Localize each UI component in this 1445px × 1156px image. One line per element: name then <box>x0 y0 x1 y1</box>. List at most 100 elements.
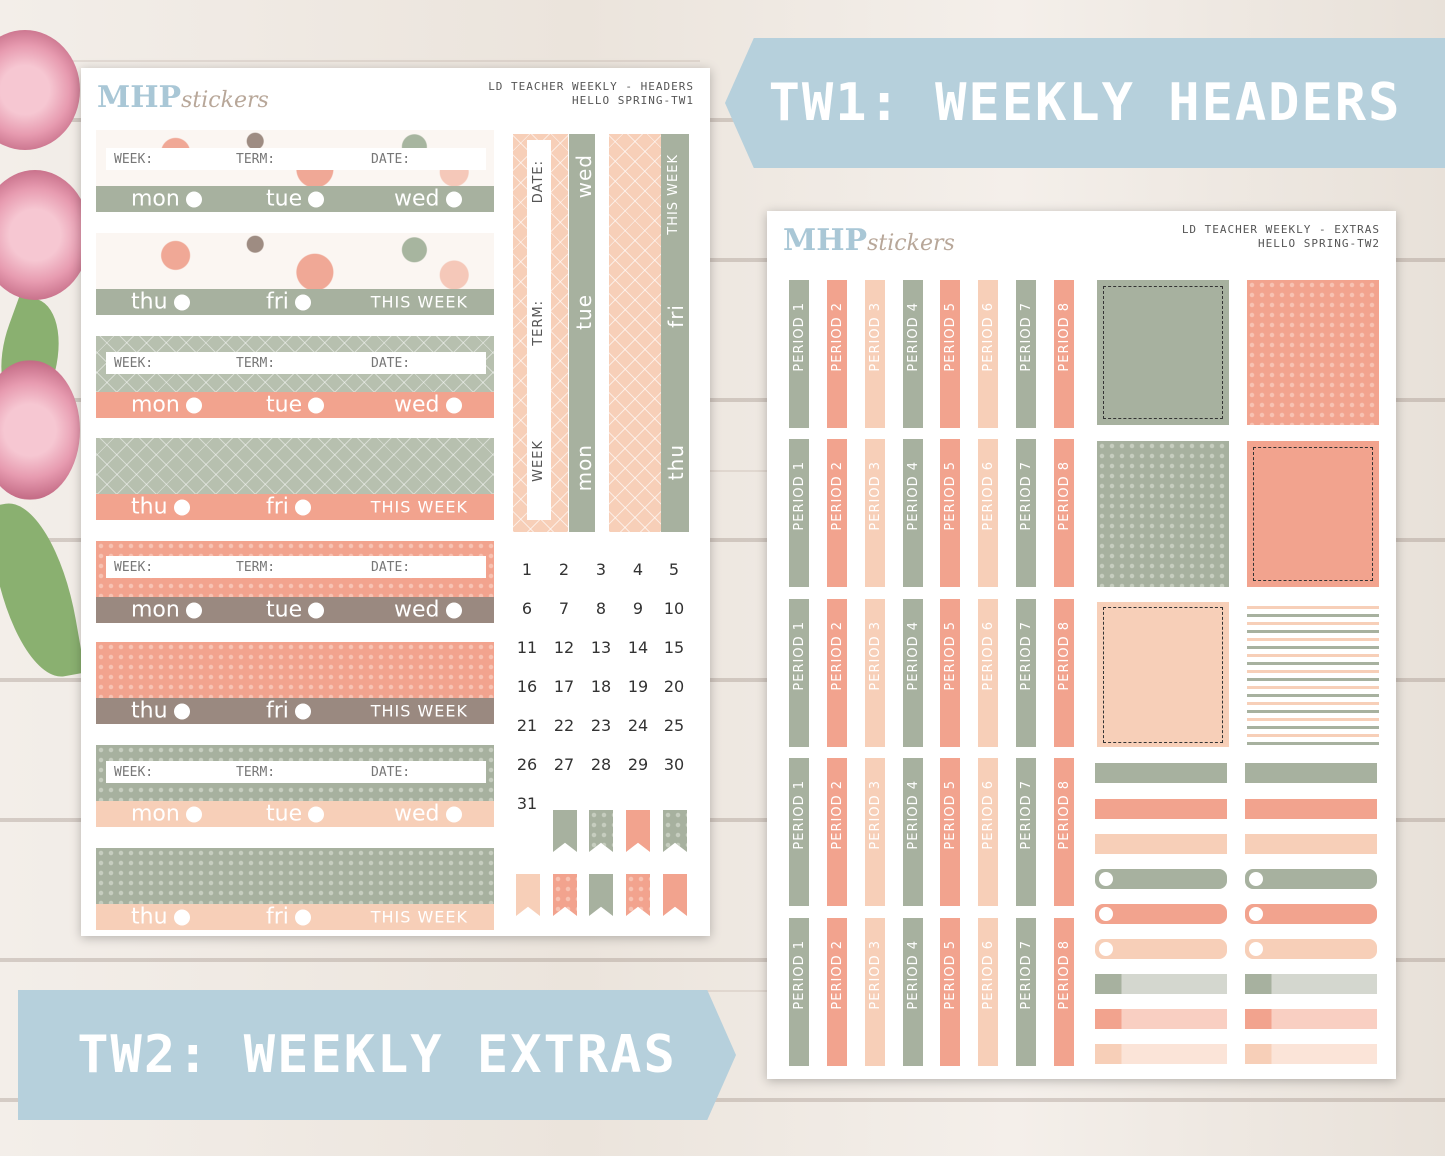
period-sticker: PERIOD 1 <box>789 758 809 906</box>
sheet-title-line1: LD TEACHER WEEKLY - HEADERS <box>488 80 694 93</box>
calendar-date: 15 <box>663 638 685 657</box>
vertical-day-bar: THIS WEEK fri thu <box>661 134 689 532</box>
sticker-sheet-extras: MHPstickers LD TEACHER WEEKLY - EXTRAS H… <box>767 211 1396 1079</box>
calendar-date: 14 <box>627 638 649 657</box>
period-label: PERIOD 3 <box>868 302 883 372</box>
period-label: PERIOD 5 <box>943 302 958 372</box>
this-week-label: THIS WEEK <box>370 907 468 927</box>
checkbox-bar-sticker <box>1245 904 1377 924</box>
flag-sticker <box>663 810 687 852</box>
calendar-date: 9 <box>632 599 644 618</box>
flag-sticker <box>626 874 650 916</box>
period-sticker: PERIOD 1 <box>789 918 809 1066</box>
day-bar: thu fri THIS WEEK <box>96 289 494 315</box>
vertical-term-label: TERM: <box>531 300 546 346</box>
checkbox-bar-sticker <box>1245 939 1377 959</box>
bar-sticker <box>1095 834 1227 854</box>
period-label: PERIOD 8 <box>1057 940 1072 1010</box>
period-label: PERIOD 6 <box>981 780 996 850</box>
calendar-date: 18 <box>590 677 612 696</box>
period-label: PERIOD 2 <box>830 461 845 531</box>
period-sticker: PERIOD 6 <box>978 758 998 906</box>
calendar-date: 12 <box>553 638 575 657</box>
sheet-title-line2: HELLO SPRING-TW2 <box>1258 237 1380 250</box>
period-sticker: PERIOD 5 <box>940 758 960 906</box>
calendar-date: 11 <box>516 638 538 657</box>
calendar-date: 30 <box>663 755 685 774</box>
calendar-date: 17 <box>553 677 575 696</box>
period-sticker: PERIOD 2 <box>827 280 847 428</box>
period-label: PERIOD 4 <box>906 461 921 531</box>
day-bar: thu fri THIS WEEK <box>96 698 494 724</box>
day-bar: mon tue wed <box>96 801 494 827</box>
flag-sticker <box>589 874 613 916</box>
sheet-title-line1: LD TEACHER WEEKLY - EXTRAS <box>1181 223 1380 236</box>
week-label: WEEK: <box>114 764 154 780</box>
bar-sticker <box>1245 763 1377 783</box>
period-label: PERIOD 1 <box>792 780 807 850</box>
day-wed: wed <box>394 186 440 212</box>
period-sticker: PERIOD 2 <box>827 439 847 587</box>
this-week-label: THIS WEEK <box>370 292 468 312</box>
period-label: PERIOD 5 <box>943 780 958 850</box>
bar-sticker <box>1095 799 1227 819</box>
period-label: PERIOD 2 <box>830 780 845 850</box>
day-wed: wed <box>394 801 440 827</box>
calendar-date: 25 <box>663 716 685 735</box>
week-term-date-field: WEEK: TERM: DATE: <box>106 148 486 170</box>
calendar-date: 10 <box>663 599 685 618</box>
dashed-border <box>1103 286 1223 419</box>
brand-logo: MHPstickers <box>783 223 955 258</box>
day-tue: tue <box>266 801 303 827</box>
period-label: PERIOD 1 <box>792 940 807 1010</box>
wood-grain <box>0 60 700 62</box>
calendar-date: 28 <box>590 755 612 774</box>
period-label: PERIOD 6 <box>981 461 996 531</box>
period-label: PERIOD 6 <box>981 302 996 372</box>
period-sticker: PERIOD 5 <box>940 918 960 1066</box>
day-thu: thu <box>131 904 168 930</box>
this-week-label: THIS WEEK <box>370 497 468 517</box>
period-sticker: PERIOD 8 <box>1054 599 1074 747</box>
calendar-date: 7 <box>558 599 570 618</box>
day-bar: thu fri THIS WEEK <box>96 494 494 520</box>
calendar-date: 8 <box>595 599 607 618</box>
calendar-date: 27 <box>553 755 575 774</box>
two-tone-bar-sticker <box>1245 1009 1377 1029</box>
period-sticker: PERIOD 2 <box>827 918 847 1066</box>
calendar-date: 13 <box>590 638 612 657</box>
period-sticker: PERIOD 7 <box>1016 439 1036 587</box>
period-sticker: PERIOD 3 <box>865 599 885 747</box>
period-label: PERIOD 2 <box>830 940 845 1010</box>
date-label: DATE: <box>371 764 411 780</box>
flag-sticker <box>553 874 577 916</box>
two-tone-bar-sticker <box>1245 974 1377 994</box>
period-label: PERIOD 5 <box>943 940 958 1010</box>
period-sticker: PERIOD 1 <box>789 439 809 587</box>
calendar-date: 3 <box>595 560 607 579</box>
checkbox-bar-sticker <box>1245 869 1377 889</box>
day-bar: thu fri THIS WEEK <box>96 904 494 930</box>
wood-grain <box>300 470 1200 472</box>
period-label: PERIOD 2 <box>830 621 845 691</box>
period-label: PERIOD 3 <box>868 461 883 531</box>
period-label: PERIOD 7 <box>1019 940 1034 1010</box>
vertical-day-mon: mon <box>572 444 596 492</box>
floral-strip <box>96 233 494 289</box>
period-label: PERIOD 6 <box>981 940 996 1010</box>
two-tone-bar-sticker <box>1095 1044 1227 1064</box>
calendar-date: 26 <box>516 755 538 774</box>
period-sticker: PERIOD 1 <box>789 280 809 428</box>
period-label: PERIOD 3 <box>868 780 883 850</box>
date-label: DATE: <box>371 151 411 167</box>
period-sticker: PERIOD 4 <box>903 280 923 428</box>
period-sticker: PERIOD 4 <box>903 758 923 906</box>
period-label: PERIOD 7 <box>1019 780 1034 850</box>
day-thu: thu <box>131 698 168 724</box>
period-sticker: PERIOD 5 <box>940 439 960 587</box>
flag-sticker <box>589 810 613 852</box>
period-sticker: PERIOD 8 <box>1054 280 1074 428</box>
period-sticker: PERIOD 7 <box>1016 599 1036 747</box>
sheet-title: LD TEACHER WEEKLY - EXTRAS HELLO SPRING-… <box>1182 223 1380 251</box>
period-label: PERIOD 5 <box>943 621 958 691</box>
